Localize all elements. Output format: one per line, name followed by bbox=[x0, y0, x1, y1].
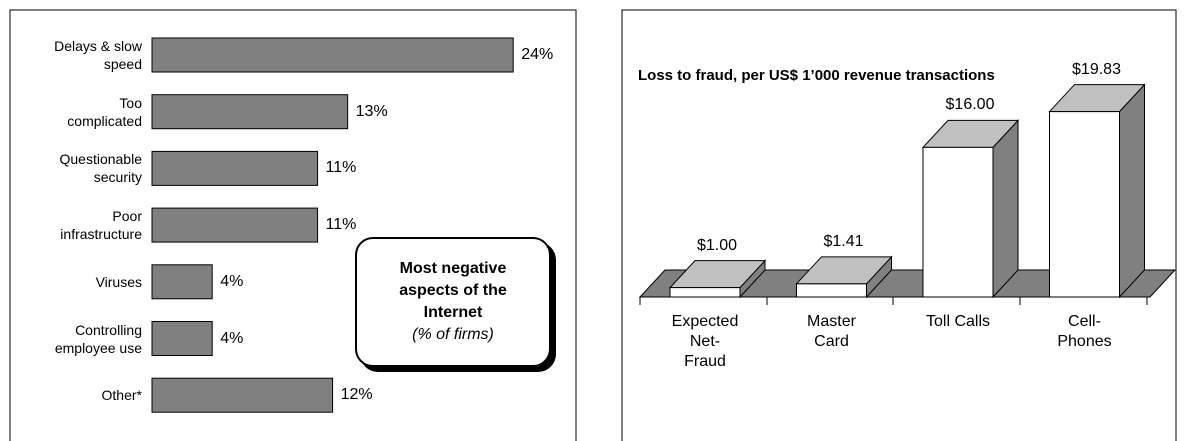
value-label: $1.41 bbox=[823, 232, 864, 250]
bar bbox=[1048, 83, 1146, 299]
legend-box: Most negative aspects of the Internet (%… bbox=[355, 237, 551, 367]
bar-front bbox=[1049, 111, 1120, 298]
bar bbox=[795, 255, 893, 299]
category-label: Cell- Phones bbox=[1057, 313, 1112, 350]
left-panel bbox=[9, 9, 577, 441]
right-panel bbox=[621, 9, 1177, 441]
value-label: $1.00 bbox=[696, 236, 738, 254]
bar-side bbox=[992, 119, 1019, 299]
category-label: Expected Net- Fraud bbox=[671, 313, 739, 370]
value-label: 24% bbox=[521, 46, 554, 63]
bar bbox=[668, 259, 767, 299]
category-label: Questionable security bbox=[59, 151, 142, 186]
bar-front bbox=[669, 287, 741, 298]
bar-side bbox=[1119, 83, 1145, 299]
category-label: Controlling employee use bbox=[54, 321, 142, 356]
bar-front bbox=[922, 146, 994, 298]
category-label: Poor infrastructure bbox=[60, 208, 142, 243]
value-label: 13% bbox=[355, 102, 388, 120]
chart-title: Loss to fraud, per US$ 1’000 revenue tra… bbox=[638, 67, 995, 84]
bar bbox=[151, 37, 514, 73]
bar-front bbox=[796, 283, 867, 298]
category-label: Toll Calls bbox=[925, 313, 990, 330]
category-label: Other* bbox=[101, 387, 142, 404]
category-label: Too complicated bbox=[67, 94, 142, 129]
category-label: Delays & slow speed bbox=[54, 38, 142, 72]
bar bbox=[151, 321, 213, 356]
value-label: $16.00 bbox=[945, 96, 995, 114]
value-label: 4% bbox=[220, 329, 244, 347]
bar bbox=[151, 94, 349, 130]
bar bbox=[151, 377, 334, 413]
value-label: 4% bbox=[220, 272, 244, 290]
legend-subtitle: (% of firms) bbox=[412, 326, 494, 343]
category-label: Viruses bbox=[95, 273, 142, 290]
value-label: 12% bbox=[340, 386, 373, 404]
bar bbox=[921, 119, 1020, 299]
bar bbox=[151, 150, 319, 186]
bar bbox=[151, 264, 213, 300]
value-label: 11% bbox=[325, 216, 357, 234]
value-label: $19.83 bbox=[1072, 60, 1121, 78]
value-label: 11% bbox=[325, 159, 357, 177]
category-label: Master Card bbox=[807, 313, 856, 350]
bar bbox=[151, 207, 319, 243]
legend-title: Most negative aspects of the Internet bbox=[399, 260, 507, 321]
